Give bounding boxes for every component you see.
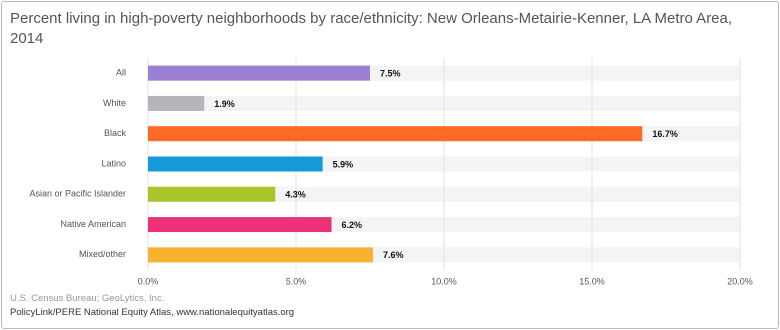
value-label: 1.9% bbox=[214, 99, 235, 109]
y-tick-label: Black bbox=[104, 128, 127, 138]
x-tick-label: 15.0% bbox=[579, 276, 605, 286]
y-tick-label: White bbox=[103, 98, 126, 108]
value-label: 6.2% bbox=[342, 220, 363, 230]
bar bbox=[148, 247, 373, 263]
chart-title: Percent living in high-poverty neighborh… bbox=[10, 10, 733, 47]
x-tick-label: 20.0% bbox=[727, 276, 753, 286]
value-label: 4.3% bbox=[285, 190, 306, 200]
source: PolicyLink/PERE National Equity Atlas, w… bbox=[10, 307, 295, 318]
bar bbox=[148, 95, 205, 111]
bar bbox=[148, 156, 323, 172]
y-tick-label: Latino bbox=[101, 158, 126, 168]
value-label: 5.9% bbox=[333, 159, 354, 169]
x-tick-label: 0.0% bbox=[138, 276, 159, 286]
y-tick-label: Mixed/other bbox=[79, 249, 126, 259]
bar bbox=[148, 65, 370, 81]
y-tick-label: Native American bbox=[60, 219, 126, 229]
y-tick-label: Asian or Pacific Islander bbox=[29, 189, 126, 199]
value-label: 7.6% bbox=[383, 250, 404, 260]
source: U.S. Census Bureau; GeoLytics, Inc. bbox=[10, 293, 165, 304]
x-tick-label: 10.0% bbox=[431, 276, 457, 286]
y-tick-label: All bbox=[116, 68, 126, 78]
value-label: 7.5% bbox=[380, 69, 401, 79]
bar bbox=[148, 126, 643, 142]
bar bbox=[148, 217, 332, 233]
bar bbox=[148, 186, 276, 202]
x-tick-label: 5.0% bbox=[286, 276, 307, 286]
value-label: 16.7% bbox=[652, 129, 678, 139]
